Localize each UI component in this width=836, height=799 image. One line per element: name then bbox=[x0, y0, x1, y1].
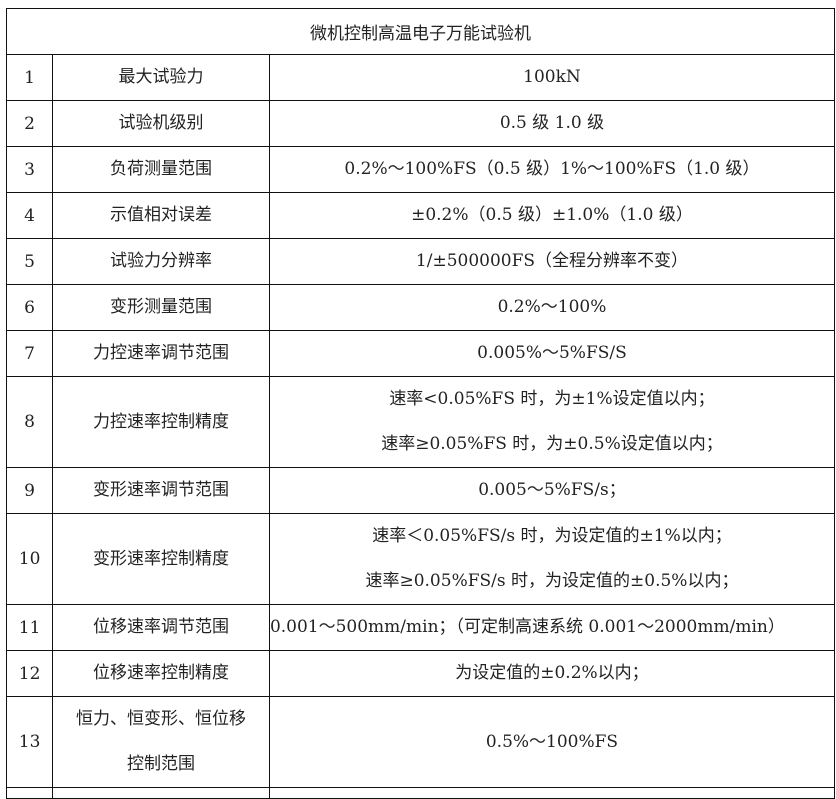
row-value: 为设定值的±0.2%以内； bbox=[268, 650, 836, 697]
value-line: 0.001～500mm/min；（可定制高速系统 0.001～2000mm/mi… bbox=[269, 617, 785, 637]
name-line: 恒力、恒变形、恒位移 bbox=[76, 709, 247, 729]
table-row: 8 力控速率控制精度 速率<0.05%FS 时，为±1%设定值以内； 速率≥0.05%… bbox=[5, 376, 836, 468]
value-line: 0.5 级 1.0 级 bbox=[499, 113, 605, 133]
row-value: 100kN bbox=[268, 54, 836, 101]
row-name: 力控速率控制精度 bbox=[52, 376, 270, 468]
spec-table: 微机控制高温电子万能试验机 1 最大试验力 100kN 2 试验机级别 0.5 级 1.0… bbox=[5, 8, 836, 799]
row-value: 0.001～500mm/min；（可定制高速系统 0.001～2000mm/mi… bbox=[268, 604, 836, 651]
name-line: 试验机级别 bbox=[118, 113, 204, 133]
value-line: 速率≥0.05%FS/s 时，为设定值的±0.5%以内； bbox=[365, 571, 739, 591]
name-line: 位移速率调节范围 bbox=[93, 617, 230, 637]
row-name: 位移速率控制精度 bbox=[52, 650, 270, 697]
row-number: 2 bbox=[5, 100, 54, 147]
row-name: 试验力分辨率 bbox=[52, 238, 270, 285]
table-row: 11 位移速率调节范围 0.001～500mm/min；（可定制高速系统 0.001… bbox=[5, 604, 836, 651]
table-row: 2 试验机级别 0.5 级 1.0 级 bbox=[5, 100, 836, 147]
table-row: 3 负荷测量范围 0.2%～100%FS（0.5 级）1%～100%FS（1.0 级… bbox=[5, 146, 836, 193]
row-name: 示值相对误差 bbox=[52, 192, 270, 239]
row-number: 4 bbox=[5, 192, 54, 239]
row-number: 1 bbox=[5, 54, 54, 101]
name-line: 力控速率调节范围 bbox=[93, 343, 230, 363]
row-name: 变形速率调节范围 bbox=[52, 467, 270, 514]
table-row-partial bbox=[5, 787, 836, 799]
empty-cell bbox=[268, 787, 836, 799]
row-value: 速率＜0.05%FS/s 时，为设定值的±1%以内； 速率≥0.05%FS/s 时… bbox=[268, 513, 836, 605]
row-value: 0.2%～100%FS（0.5 级）1%～100%FS（1.0 级） bbox=[268, 146, 836, 193]
value-line: 速率<0.05%FS 时，为±1%设定值以内； bbox=[389, 389, 715, 409]
name-line: 变形速率控制精度 bbox=[93, 548, 230, 569]
row-number: 12 bbox=[5, 650, 54, 697]
row-value: 0.5 级 1.0 级 bbox=[268, 100, 836, 147]
row-number: 5 bbox=[5, 238, 54, 285]
empty-cell bbox=[5, 787, 54, 799]
empty-cell bbox=[52, 787, 270, 799]
row-value: 1/±500000FS（全程分辨率不变） bbox=[268, 238, 836, 285]
row-name: 负荷测量范围 bbox=[52, 146, 270, 193]
row-number: 8 bbox=[5, 376, 54, 468]
value-line: 0.2%～100% bbox=[497, 297, 607, 317]
row-name: 试验机级别 bbox=[52, 100, 270, 147]
name-line: 变形测量范围 bbox=[110, 297, 213, 317]
row-number: 11 bbox=[5, 604, 54, 651]
name-line: 力控速率控制精度 bbox=[93, 411, 230, 432]
row-value: 0.5%～100%FS bbox=[268, 696, 836, 788]
row-name: 变形速率控制精度 bbox=[52, 513, 270, 605]
row-name: 力控速率调节范围 bbox=[52, 330, 270, 377]
value-line: 为设定值的±0.2%以内； bbox=[455, 663, 649, 683]
row-name: 恒力、恒变形、恒位移 控制范围 bbox=[52, 696, 270, 788]
table-row: 5 试验力分辨率 1/±500000FS（全程分辨率不变） bbox=[5, 238, 836, 285]
table-row: 12 位移速率控制精度 为设定值的±0.2%以内； bbox=[5, 650, 836, 697]
row-number: 3 bbox=[5, 146, 54, 193]
row-number: 10 bbox=[5, 513, 54, 605]
row-name: 位移速率调节范围 bbox=[52, 604, 270, 651]
name-line: 控制范围 bbox=[127, 754, 196, 774]
name-line: 变形速率调节范围 bbox=[93, 480, 230, 500]
table-row: 9 变形速率调节范围 0.005～5%FS/s； bbox=[5, 467, 836, 514]
value-line: 0.005%～5%FS/S bbox=[477, 343, 627, 363]
table-row: 4 示值相对误差 ±0.2%（0.5 级）±1.0%（1.0 级） bbox=[5, 192, 836, 239]
row-number: 6 bbox=[5, 284, 54, 331]
name-line: 试验力分辨率 bbox=[110, 251, 213, 271]
name-line: 示值相对误差 bbox=[110, 205, 213, 225]
name-line: 负荷测量范围 bbox=[110, 159, 213, 179]
row-number: 9 bbox=[5, 467, 54, 514]
table-row: 13 恒力、恒变形、恒位移 控制范围 0.5%～100%FS bbox=[5, 696, 836, 788]
table-title-row: 微机控制高温电子万能试验机 bbox=[6, 8, 835, 55]
name-line: 位移速率控制精度 bbox=[93, 663, 230, 683]
row-value: ±0.2%（0.5 级）±1.0%（1.0 级） bbox=[268, 192, 836, 239]
table-row: 1 最大试验力 100kN bbox=[5, 54, 836, 101]
row-number: 13 bbox=[5, 696, 54, 788]
row-number: 7 bbox=[5, 330, 54, 377]
row-name: 变形测量范围 bbox=[52, 284, 270, 331]
row-name: 最大试验力 bbox=[52, 54, 270, 101]
row-value: 速率<0.05%FS 时，为±1%设定值以内； 速率≥0.05%FS 时，为±0.… bbox=[268, 376, 836, 468]
value-line: 0.5%～100%FS bbox=[485, 731, 619, 752]
value-line: 0.2%～100%FS（0.5 级）1%～100%FS（1.0 级） bbox=[344, 159, 760, 179]
name-line: 最大试验力 bbox=[118, 67, 204, 87]
row-value: 0.005～5%FS/s； bbox=[268, 467, 836, 514]
value-line: 速率＜0.05%FS/s 时，为设定值的±1%以内； bbox=[372, 526, 732, 546]
table-row: 6 变形测量范围 0.2%～100% bbox=[5, 284, 836, 331]
table-title: 微机控制高温电子万能试验机 bbox=[6, 8, 835, 55]
row-value: 0.005%～5%FS/S bbox=[268, 330, 836, 377]
value-line: 速率≥0.05%FS 时，为±0.5%设定值以内； bbox=[381, 434, 723, 454]
value-line: 1/±500000FS（全程分辨率不变） bbox=[415, 251, 689, 271]
table-row: 7 力控速率调节范围 0.005%～5%FS/S bbox=[5, 330, 836, 377]
value-line: ±0.2%（0.5 级）±1.0%（1.0 级） bbox=[411, 205, 693, 225]
value-line: 0.005～5%FS/s； bbox=[478, 480, 626, 500]
row-value: 0.2%～100% bbox=[268, 284, 836, 331]
value-line: 100kN bbox=[523, 67, 581, 87]
table-row: 10 变形速率控制精度 速率＜0.05%FS/s 时，为设定值的±1%以内； 速率≥0… bbox=[5, 513, 836, 605]
